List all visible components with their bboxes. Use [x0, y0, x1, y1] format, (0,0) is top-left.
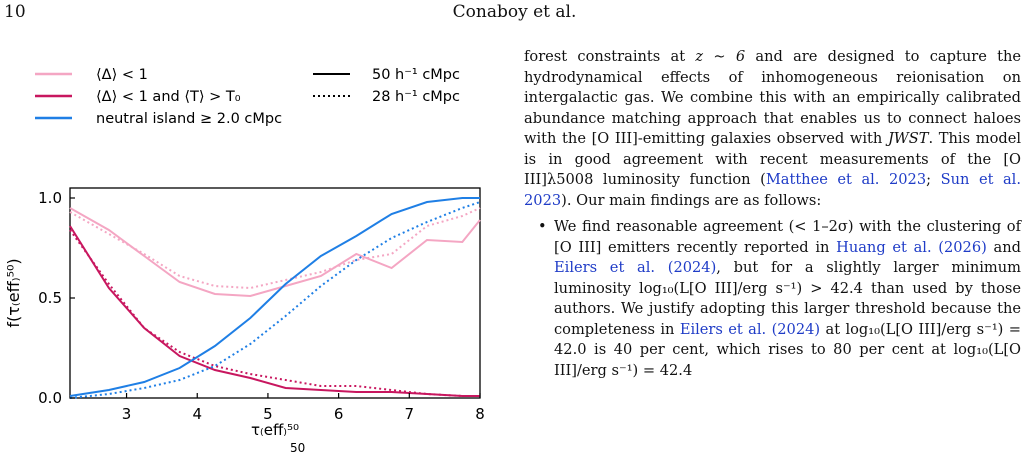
x-tick-label: 6: [334, 405, 344, 423]
series-line-2: [69, 225, 480, 397]
citation-link-eilers[interactable]: Eilers et al. (2024): [554, 259, 717, 276]
body-text-column: forest constraints at z ∼ 6 and are desi…: [524, 47, 1021, 381]
citation-link-huang[interactable]: Huang et al. (2026): [836, 238, 987, 256]
text-span: We find reasonable agreement (< 1–2σ) wi…: [554, 218, 1021, 256]
series-layer: [69, 197, 481, 399]
series-line-4: [69, 197, 480, 397]
text-span: . This model is in good agreement with r…: [524, 130, 1021, 188]
x-tick-label: 5: [263, 405, 273, 423]
y-tick-label: 0.5: [38, 289, 62, 307]
x-tick-label: 4: [192, 405, 202, 423]
running-head: Conaboy et al.: [452, 2, 577, 22]
legend: ⟨Δ⟩ < 1 ⟨Δ⟩ < 1 and ⟨T⟩ > T₀ neutral isl…: [35, 67, 460, 127]
series-line-3: [69, 229, 480, 397]
y-tick-label: 1.0: [38, 189, 62, 207]
series-line-0: [69, 207, 481, 298]
x-axis-label: τ₍eff₎⁵⁰: [251, 421, 299, 439]
series-line-1: [69, 207, 481, 290]
legend-label-mean-delta: ⟨Δ⟩ < 1: [96, 67, 148, 83]
legend-label-28: 28 h⁻¹ cMpc: [372, 89, 460, 105]
x-tick-label: 7: [405, 405, 415, 423]
x-tick-label: 8: [475, 405, 485, 423]
text-span: ;: [926, 171, 941, 188]
citation-link-matthee[interactable]: Matthee et al. 2023: [765, 171, 927, 188]
x-tick-label: 3: [122, 405, 132, 423]
math-redshift: z ∼ 6: [695, 48, 746, 65]
y-tick-label: 0.0: [38, 389, 62, 407]
legend-label-50: 50 h⁻¹ cMpc: [372, 67, 460, 83]
caption-fragment: 50: [290, 441, 305, 455]
findings-list: We find reasonable agreement (< 1–2σ) wi…: [524, 217, 1021, 381]
finding-item: We find reasonable agreement (< 1–2σ) wi…: [538, 217, 1022, 381]
tick-layer: 3 4 5 6 7 8 0.0 0.5 1.0: [38, 189, 485, 423]
intro-paragraph: forest constraints at z ∼ 6 and are desi…: [524, 47, 1021, 211]
text-span: forest constraints at: [524, 48, 696, 65]
text-span: , but for a slightly larger minimum lumi…: [554, 259, 1022, 338]
plot-frame: [69, 187, 481, 399]
text-span: at log₁₀(L[O III]/erg s⁻¹) = 42.0 is 40 …: [554, 320, 1021, 379]
citation-link-sun[interactable]: Sun et al. 2023: [524, 171, 1021, 209]
legend-label-neutral-island: neutral island ≥ 2.0 cMpc: [96, 111, 282, 127]
chart-svg: ⟨Δ⟩ < 1 ⟨Δ⟩ < 1 and ⟨T⟩ > T₀ neutral isl…: [4, 67, 485, 455]
text-span: and: [986, 238, 1021, 256]
text-span: ). Our main findings are as follows:: [561, 191, 822, 209]
citation-link-eilers[interactable]: Eilers et al. (2024): [679, 320, 821, 338]
text-span: and are designed to capture the hydrodyn…: [524, 48, 1021, 147]
y-axis-label: f(τ₍eff₎⁵⁰): [4, 258, 23, 327]
figure: ⟨Δ⟩ < 1 ⟨Δ⟩ < 1 and ⟨T⟩ > T₀ neutral isl…: [0, 50, 510, 455]
jwst-name: JWST: [887, 130, 929, 147]
series-line-5: [69, 201, 481, 399]
page-number: 10: [4, 2, 26, 22]
legend-label-mean-delta-temp: ⟨Δ⟩ < 1 and ⟨T⟩ > T₀: [96, 89, 241, 105]
